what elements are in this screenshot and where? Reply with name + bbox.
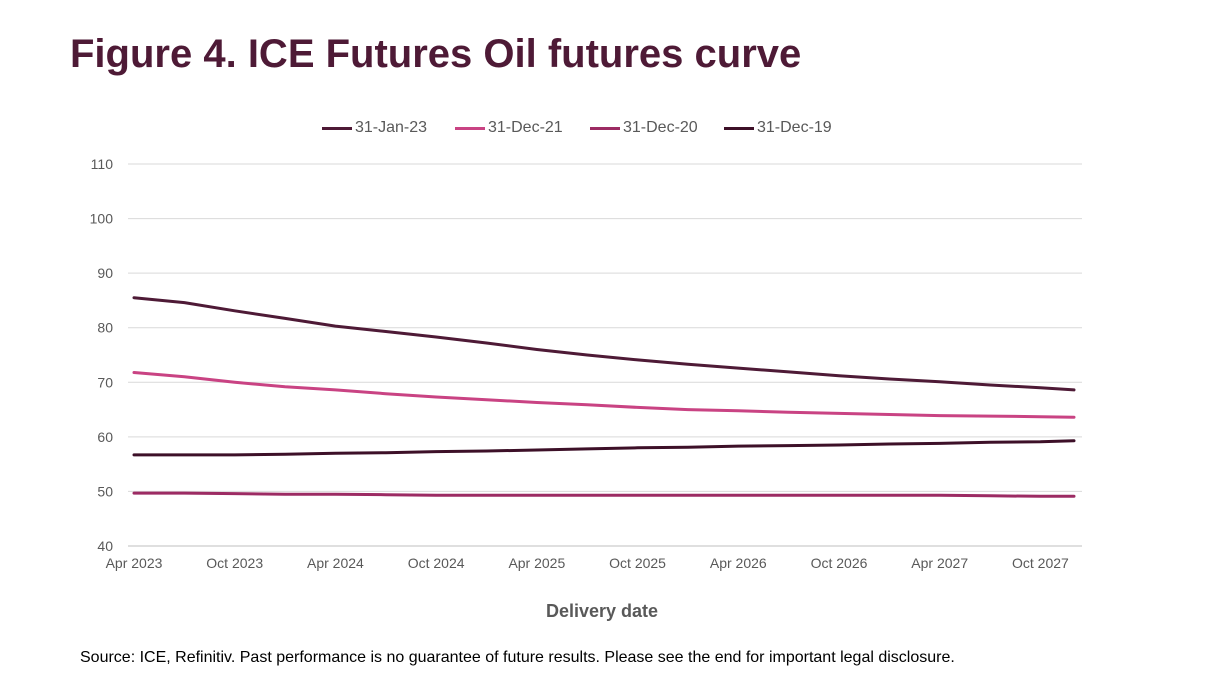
y-tick-label: 110 [91,156,114,172]
source-note: Source: ICE, Refinitiv. Past performance… [80,649,955,666]
legend-label-31-dec-21: 31-Dec-21 [488,119,563,136]
y-tick-label: 60 [97,429,113,445]
series-line-31-dec-21 [132,371,1076,419]
y-tick-label: 70 [97,374,113,390]
x-tick-label: Apr 2023 [106,555,163,571]
x-tick-label: Apr 2026 [710,555,767,571]
legend-label-31-jan-23: 31-Jan-23 [355,119,428,136]
y-tick-label: 50 [97,483,113,499]
x-tick-label: Oct 2027 [1012,555,1069,571]
x-tick-label: Oct 2025 [609,555,666,571]
y-tick-label: 90 [97,265,113,281]
legend-item-31-dec-21: 31-Dec-21 [455,119,563,137]
legend-swatch-31-dec-19 [724,126,754,130]
legend-item-31-dec-19: 31-Dec-19 [724,119,832,137]
x-tick-label: Oct 2026 [811,555,868,571]
x-tick-label: Oct 2023 [206,555,263,571]
legend-swatch-31-dec-20 [590,126,620,130]
x-tick-label: Oct 2024 [408,555,465,571]
gridlines [128,163,1082,547]
series-line-31-dec-20 [132,491,1076,498]
legend-swatch-31-dec-21 [455,126,485,130]
series-lines [132,296,1076,498]
series-line-31-jan-23 [132,296,1076,392]
page-title: Figure 4. ICE Futures Oil futures curve [70,32,802,76]
legend-item-31-jan-23: 31-Jan-23 [322,119,427,137]
x-axis-ticks: Apr 2023 Oct 2023 Apr 2024 Oct 2024 Apr 2025… [106,555,1069,571]
x-tick-label: Apr 2025 [508,555,565,571]
legend-label-31-dec-19: 31-Dec-19 [757,119,832,136]
x-tick-label: Apr 2024 [307,555,364,571]
y-tick-label: 100 [90,211,114,227]
y-axis-ticks: 40 50 60 70 80 90 100 110 [90,156,114,554]
y-tick-label: 40 [97,538,113,554]
legend-swatch-31-jan-23 [322,126,352,130]
series-line-31-dec-19 [132,439,1076,457]
legend-item-31-dec-20: 31-Dec-20 [590,119,698,137]
x-tick-label: Apr 2027 [911,555,968,571]
legend-label-31-dec-20: 31-Dec-20 [623,119,698,136]
y-tick-label: 80 [97,320,113,336]
x-axis-label: Delivery date [546,601,658,621]
chart-legend: 31-Jan-23 31-Dec-21 31-Dec-20 31-Dec-19 [0,119,1211,141]
